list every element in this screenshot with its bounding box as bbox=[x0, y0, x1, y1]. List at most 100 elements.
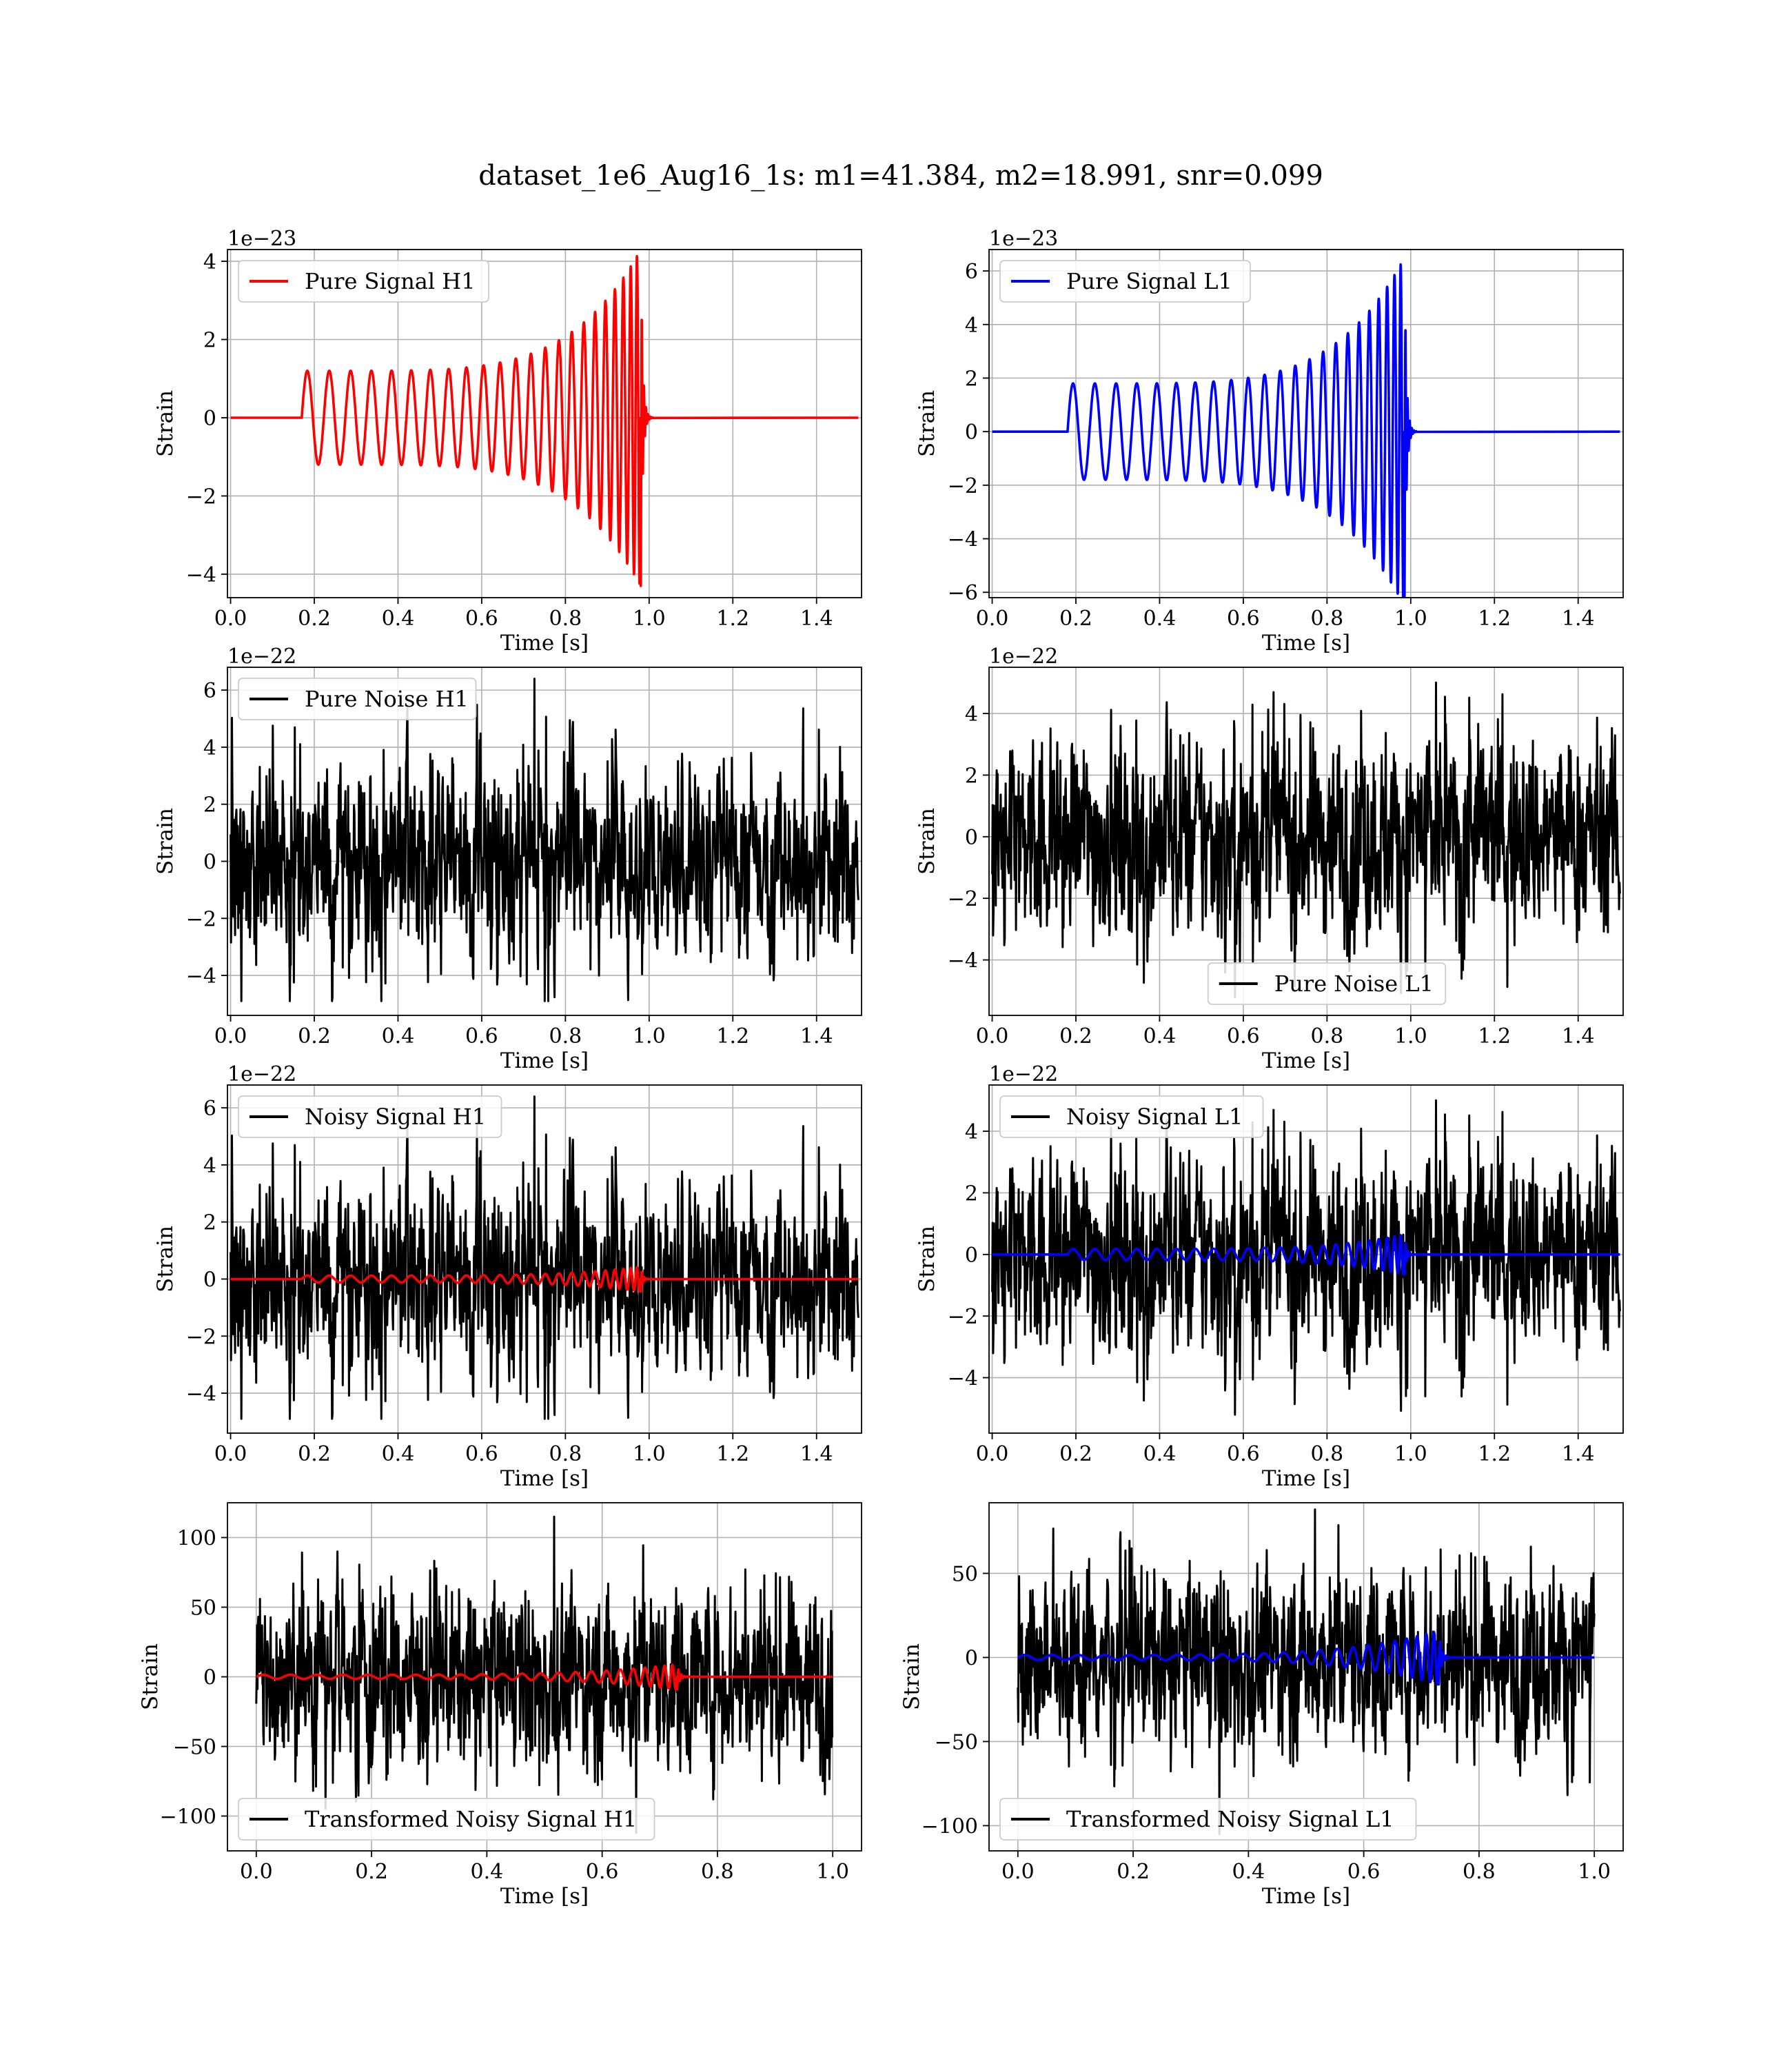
legend-box bbox=[238, 678, 477, 720]
y-tick-label: 0 bbox=[965, 1646, 978, 1670]
y-axis-label: Strain bbox=[153, 1226, 178, 1292]
y-tick-label: 2 bbox=[965, 367, 978, 391]
y-tick-label: 0 bbox=[203, 850, 216, 874]
x-tick-label: 0.6 bbox=[1227, 1442, 1260, 1466]
x-tick-label: 0.8 bbox=[1463, 1860, 1496, 1884]
x-tick-label: 1.4 bbox=[1562, 607, 1595, 631]
x-tick-label: 0.6 bbox=[465, 1024, 498, 1048]
y-tick-label: 4 bbox=[965, 702, 978, 727]
x-tick-label: 0.2 bbox=[298, 1024, 331, 1048]
y-tick-label: 0 bbox=[203, 1666, 216, 1690]
x-tick-label: 0.6 bbox=[1227, 1024, 1260, 1048]
series-group bbox=[255, 1515, 834, 1834]
y-tick-label: 6 bbox=[965, 260, 978, 284]
y-axis-label: Strain bbox=[153, 390, 178, 457]
axes-frame bbox=[227, 249, 862, 598]
x-tick-label: 1.0 bbox=[633, 1024, 666, 1048]
y-offset-label: 1e−22 bbox=[989, 645, 1058, 669]
x-tick-label: 1.0 bbox=[633, 607, 666, 631]
y-tick-label: −2 bbox=[186, 907, 216, 931]
y-tick-label: 100 bbox=[177, 1527, 216, 1551]
y-axis-label: Strain bbox=[915, 390, 939, 457]
series-group bbox=[230, 678, 859, 1002]
legend: Pure Signal H1 bbox=[238, 260, 489, 303]
x-tick-label: 0.4 bbox=[382, 1442, 415, 1466]
x-tick-label: 1.4 bbox=[800, 607, 833, 631]
y-tick-label: −4 bbox=[186, 964, 216, 989]
series-line-noisy-signal-h1 bbox=[230, 1095, 859, 1420]
legend-box bbox=[1207, 962, 1447, 1005]
y-tick-label: −4 bbox=[186, 1382, 216, 1406]
plot-area bbox=[227, 250, 862, 598]
x-tick-label: 1.0 bbox=[1394, 1024, 1427, 1048]
x-tick-label: 0.4 bbox=[1143, 607, 1177, 631]
x-tick-label: 1.0 bbox=[633, 1442, 666, 1466]
legend-label: Noisy Signal L1 bbox=[1066, 1104, 1243, 1130]
y-tick-label: −4 bbox=[948, 528, 978, 552]
x-tick-label: 1.2 bbox=[716, 1024, 749, 1048]
panel-transformed-noisy-signal-l1: 0.0 0.2 0.4 0.6 0.8 1.0 −100 −50 0 50 Time [s] Stra… bbox=[899, 1502, 1624, 1909]
panels: 0.0 0.2 0.4 0.6 0.8 1.0 1.2 1.4 −4 −2 0 2 4 Time [s] S… bbox=[138, 227, 1624, 1909]
x-tick-label: 0.4 bbox=[1143, 1442, 1177, 1466]
axes-frame bbox=[988, 1084, 1624, 1434]
series-line-pure-signal-l1 bbox=[992, 263, 1620, 598]
y-tick-label: 50 bbox=[190, 1596, 216, 1621]
series-group bbox=[1017, 1508, 1596, 1836]
x-axis-label: Time [s] bbox=[1262, 1048, 1350, 1073]
x-tick-label: 0.6 bbox=[465, 1442, 498, 1466]
x-tick-label: 0.2 bbox=[298, 607, 331, 631]
x-axis-label: Time [s] bbox=[500, 1048, 589, 1073]
x-tick-label: 0.6 bbox=[1227, 607, 1260, 631]
y-tick-label: −4 bbox=[948, 949, 978, 973]
x-tick-label: 0.4 bbox=[382, 607, 415, 631]
y-offset-label: 1e−22 bbox=[227, 645, 296, 669]
legend-label: Pure Noise L1 bbox=[1274, 971, 1434, 997]
x-tick-label: 0.2 bbox=[1059, 1442, 1092, 1466]
y-tick-label: 50 bbox=[952, 1562, 978, 1586]
legend: Noisy Signal H1 bbox=[238, 1095, 502, 1138]
y-tick-label: −100 bbox=[160, 1805, 216, 1829]
y-tick-label: −100 bbox=[922, 1814, 978, 1838]
panel-pure-signal-h1: 0.0 0.2 0.4 0.6 0.8 1.0 1.2 1.4 −4 −2 0 2 4 Time [s] S… bbox=[153, 227, 862, 656]
y-offset-label: 1e−23 bbox=[227, 227, 296, 251]
x-tick-label: 1.2 bbox=[1478, 607, 1511, 631]
y-tick-label: −50 bbox=[935, 1730, 978, 1754]
x-tick-label: 0.8 bbox=[1311, 1024, 1344, 1048]
x-tick-label: 0.0 bbox=[240, 1860, 273, 1884]
x-tick-label: 0.8 bbox=[549, 1024, 582, 1048]
series-line-signal-overlay bbox=[230, 1266, 859, 1293]
series-line-pure-signal-h1 bbox=[230, 254, 859, 587]
series-line-transformed-noisy-signal-l1 bbox=[1017, 1508, 1596, 1836]
x-tick-label: 0.0 bbox=[214, 607, 247, 631]
x-tick-label: 0.2 bbox=[298, 1442, 331, 1466]
x-tick-label: 0.4 bbox=[1143, 1024, 1177, 1048]
axes-frame bbox=[988, 667, 1624, 1016]
x-tick-label: 0.0 bbox=[976, 607, 1009, 631]
y-axis-label: Strain bbox=[899, 1643, 924, 1710]
y-axis-label: Strain bbox=[138, 1643, 163, 1710]
y-tick-label: −2 bbox=[186, 485, 216, 509]
axes-frame bbox=[988, 1502, 1624, 1852]
y-offset-label: 1e−22 bbox=[989, 1062, 1058, 1086]
y-tick-label: 0 bbox=[965, 1244, 978, 1268]
x-tick-label: 1.0 bbox=[1394, 1442, 1427, 1466]
series-group bbox=[991, 681, 1621, 998]
x-axis-label: Time [s] bbox=[500, 631, 589, 656]
legend-label: Pure Signal L1 bbox=[1066, 268, 1232, 294]
x-tick-label: 1.4 bbox=[1562, 1024, 1595, 1048]
x-tick-label: 0.6 bbox=[586, 1860, 619, 1884]
x-tick-label: 0.8 bbox=[549, 607, 582, 631]
x-tick-label: 1.4 bbox=[800, 1442, 833, 1466]
y-tick-label: 2 bbox=[203, 1211, 216, 1235]
x-tick-label: 0.0 bbox=[214, 1024, 247, 1048]
y-tick-label: 4 bbox=[203, 1154, 216, 1178]
x-tick-label: 1.2 bbox=[716, 1442, 749, 1466]
series-line-signal-overlay bbox=[1017, 1630, 1595, 1686]
x-tick-label: 0.6 bbox=[465, 607, 498, 631]
x-tick-label: 0.2 bbox=[355, 1860, 388, 1884]
y-tick-label: 2 bbox=[203, 329, 216, 353]
y-offset-label: 1e−23 bbox=[989, 227, 1058, 251]
y-axis-label: Strain bbox=[153, 808, 178, 875]
legend: Transformed Noisy Signal L1 bbox=[999, 1798, 1417, 1841]
x-tick-label: 1.2 bbox=[1478, 1024, 1511, 1048]
